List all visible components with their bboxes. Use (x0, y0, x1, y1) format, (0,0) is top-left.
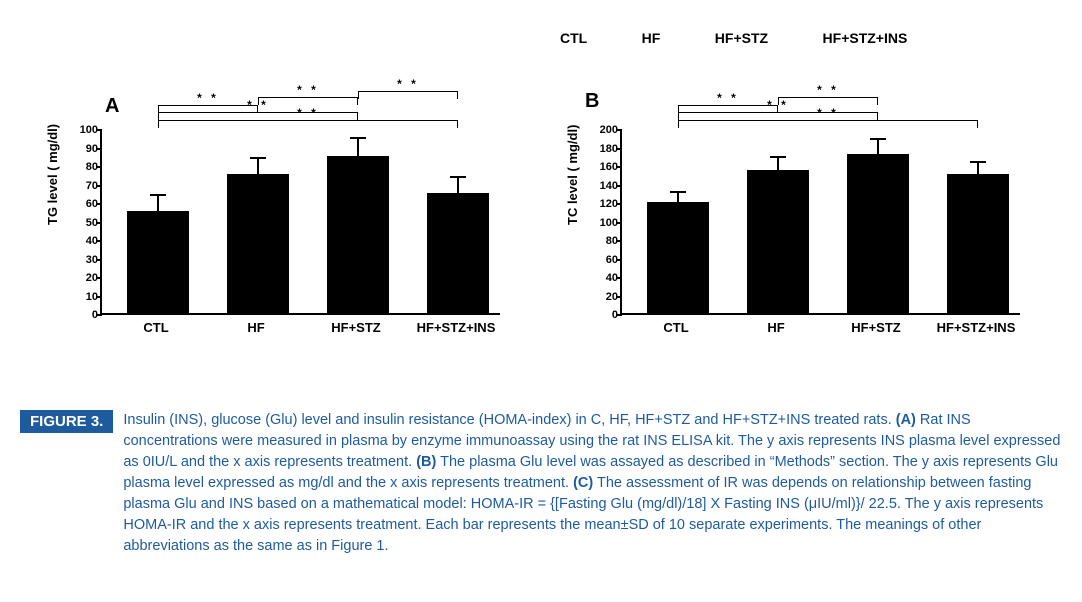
chart-b-ylabel: TC level ( mg/dl) (565, 125, 580, 225)
panel-a-label: A (105, 95, 119, 118)
panel-b-label: B (585, 90, 599, 113)
significance-marker: * * (717, 91, 739, 105)
legend-ctl: CTL (560, 30, 587, 46)
y-tick-label: 140 (590, 180, 618, 192)
significance-bracket (778, 97, 878, 105)
chart-b-yticks: 020406080100120140160180200 (590, 130, 618, 315)
charts-row: A TG level ( mg/dl) 01020304050607080901… (50, 95, 1040, 365)
bar (947, 174, 1009, 313)
significance-marker: * * (297, 83, 319, 97)
y-tick-label: 80 (590, 235, 618, 247)
significance-bracket (158, 120, 458, 128)
bar (647, 202, 709, 313)
y-tick-label: 10 (70, 291, 98, 303)
y-tick-label: 100 (70, 124, 98, 136)
bar (427, 193, 489, 313)
chart-a-ylabel: TG level ( mg/dl) (45, 124, 60, 225)
x-category-label: HF+STZ+INS (937, 320, 1016, 335)
chart-b: B TC level ( mg/dl) 02040608010012014016… (570, 95, 1040, 355)
y-tick-label: 70 (70, 180, 98, 192)
x-category-label: HF+STZ (851, 320, 900, 335)
x-category-label: CTL (143, 320, 168, 335)
top-legend-row: CTL HF HF+STZ HF+STZ+INS (560, 30, 1060, 48)
y-tick-label: 100 (590, 217, 618, 229)
legend-hf: HF (642, 30, 661, 46)
y-tick-label: 60 (590, 254, 618, 266)
significance-marker: * * (297, 106, 319, 120)
y-tick-label: 30 (70, 254, 98, 266)
x-category-label: HF (767, 320, 784, 335)
caption-text: Insulin (INS), glucose (Glu) level and i… (113, 410, 1062, 557)
significance-marker: * * (817, 83, 839, 97)
y-tick-label: 90 (70, 143, 98, 155)
y-tick-label: 0 (70, 309, 98, 321)
x-category-label: HF (247, 320, 264, 335)
y-tick-label: 180 (590, 143, 618, 155)
significance-bracket (258, 97, 358, 105)
y-tick-label: 20 (590, 291, 618, 303)
legend-hfstzins: HF+STZ+INS (823, 30, 908, 46)
significance-bracket (678, 112, 878, 120)
y-tick-label: 80 (70, 161, 98, 173)
bar (847, 154, 909, 313)
figure-badge: FIGURE 3. (20, 410, 113, 433)
bar (127, 211, 189, 313)
x-category-label: HF+STZ+INS (417, 320, 496, 335)
significance-marker: * * (817, 106, 839, 120)
chart-b-plot: * ** ** ** * (620, 130, 1020, 315)
chart-a: A TG level ( mg/dl) 01020304050607080901… (50, 95, 520, 355)
y-tick-label: 160 (590, 161, 618, 173)
y-tick-label: 120 (590, 198, 618, 210)
y-tick-label: 60 (70, 198, 98, 210)
y-tick-label: 200 (590, 124, 618, 136)
significance-bracket (158, 112, 358, 120)
y-tick-label: 20 (70, 272, 98, 284)
significance-marker: * * (197, 91, 219, 105)
bar (327, 156, 389, 313)
bar (227, 174, 289, 313)
significance-marker: * * (397, 77, 419, 91)
bar (747, 170, 809, 313)
y-tick-label: 40 (70, 235, 98, 247)
significance-bracket (358, 91, 458, 99)
significance-bracket (678, 120, 978, 128)
chart-a-plot: * ** ** ** ** * (100, 130, 500, 315)
y-tick-label: 50 (70, 217, 98, 229)
x-category-label: HF+STZ (331, 320, 380, 335)
y-tick-label: 40 (590, 272, 618, 284)
y-tick-label: 0 (590, 309, 618, 321)
figure-caption: FIGURE 3. Insulin (INS), glucose (Glu) l… (20, 410, 1062, 557)
chart-a-yticks: 0102030405060708090100 (70, 130, 98, 315)
legend-hfstz: HF+STZ (715, 30, 768, 46)
x-category-label: CTL (663, 320, 688, 335)
